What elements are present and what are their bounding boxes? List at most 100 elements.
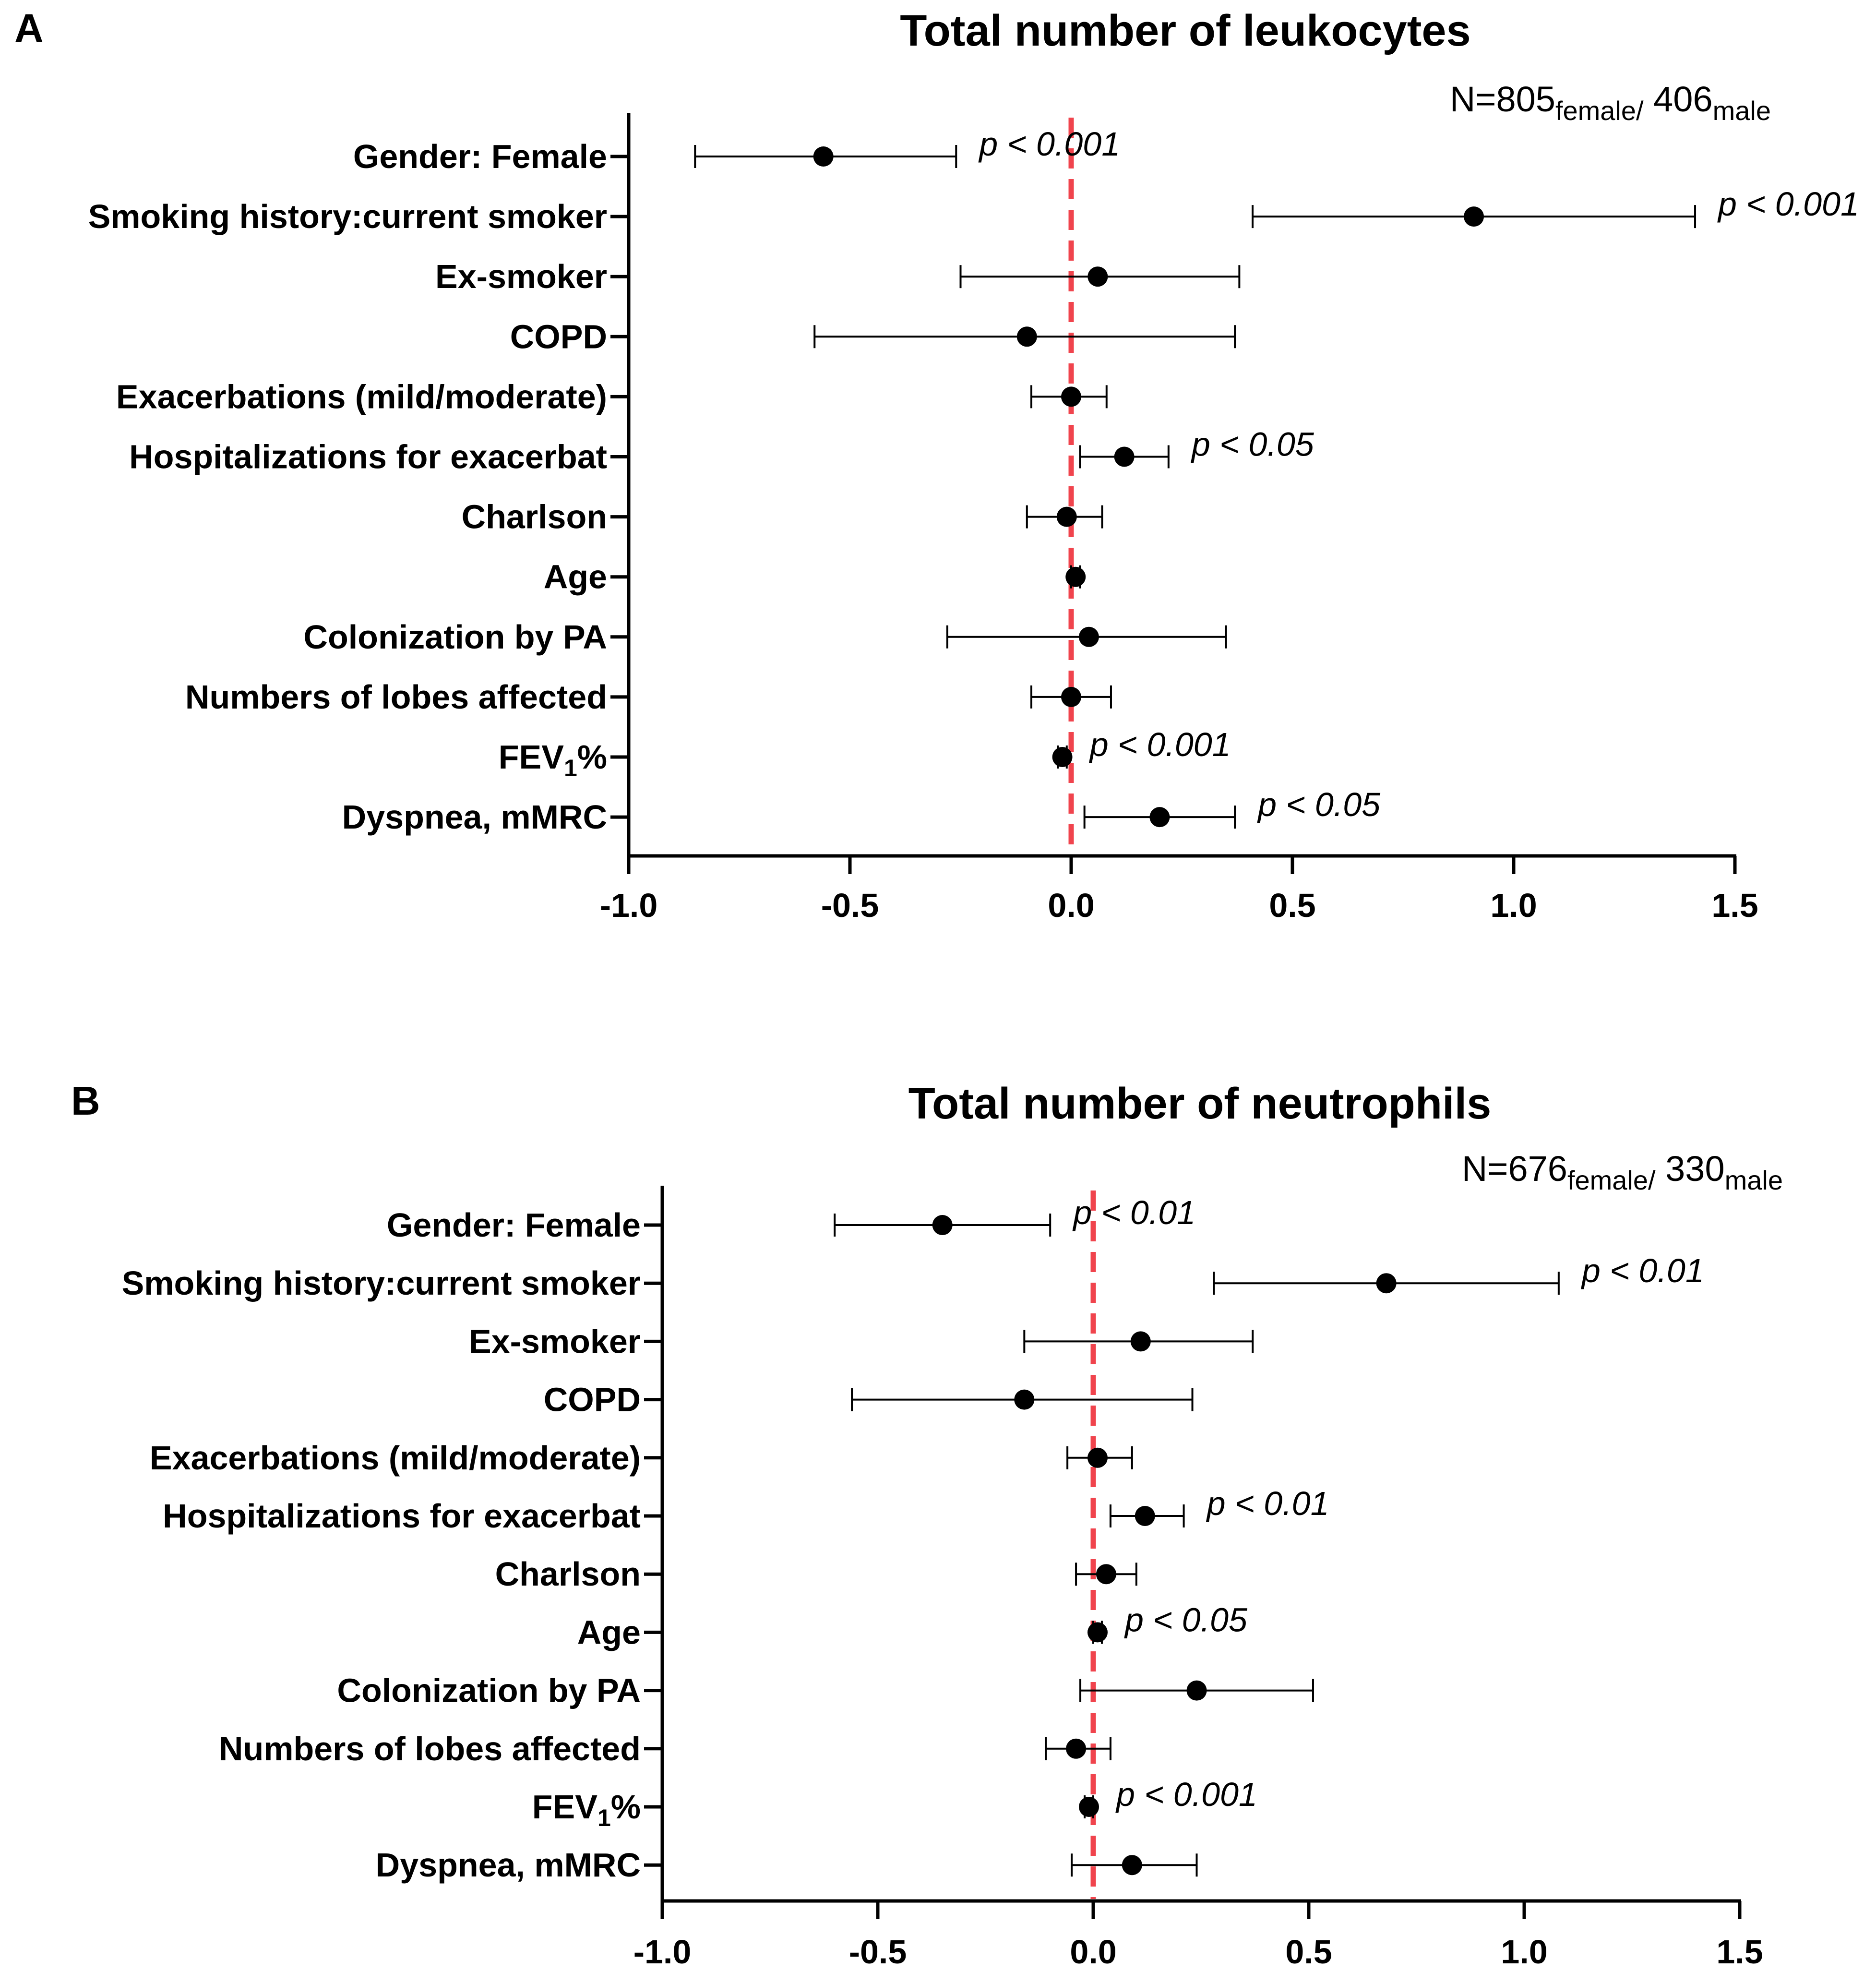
estimate-point [932,1215,953,1235]
estimate-point [1061,386,1081,407]
category-text: COPD [544,1381,641,1419]
category-text: Ex-smoker [435,258,607,295]
p-value-label: p < 0.01 [1206,1485,1329,1522]
p-value-label: p < 0.001 [1089,726,1231,763]
panel-letter: A [14,6,44,51]
category-text: Colonization by PA [303,618,607,656]
category-text: COPD [510,318,607,355]
x-tick-label: 1.0 [1501,1933,1547,1971]
n-male-count: 406 [1644,79,1713,119]
y-category-label: Smoking history:current smoker [88,198,607,235]
category-text: Gender: Female [387,1206,641,1244]
x-tick-label: 0.5 [1285,1933,1332,1971]
p-value-label: p < 0.05 [1124,1601,1248,1638]
x-tick-label: 1.5 [1711,887,1758,924]
category-text: Hospitalizations for exacerbat [129,438,607,476]
n-male-count: 330 [1656,1149,1725,1189]
y-category-label: COPD [544,1381,641,1419]
y-category-label: Numbers of lobes affected [219,1730,641,1768]
panel-letter: B [71,1078,100,1123]
chart-title: Total number of leukocytes [900,6,1470,55]
y-category-label: Smoking history:current smoker [122,1264,641,1302]
estimate-point [1149,807,1170,828]
category-text: Dyspnea, mMRC [376,1846,641,1884]
estimate-point [813,146,834,167]
n-female-count: N=805 [1450,79,1555,119]
estimate-point [1014,1389,1035,1410]
y-category-label: FEV1% [532,1788,641,1831]
y-category-label: Dyspnea, mMRC [376,1846,641,1884]
category-text: Age [577,1613,641,1651]
category-text: Charlson [462,498,607,536]
p-value-label: p < 0.05 [1191,426,1314,463]
y-category-label: COPD [510,318,607,355]
n-female-count: N=676 [1462,1149,1567,1189]
y-category-label: Hospitalizations for exacerbat [163,1497,641,1535]
estimate-point [1016,326,1037,347]
category-suffix: % [577,738,607,776]
y-category-label: Ex-smoker [469,1323,641,1360]
y-category-label: Hospitalizations for exacerbat [129,438,607,476]
n-male-subscript: male [1713,96,1771,126]
y-category-label: Numbers of lobes affected [185,678,607,716]
estimate-point [1096,1564,1116,1585]
category-text: Numbers of lobes affected [219,1730,641,1768]
y-category-label: Dyspnea, mMRC [342,798,607,836]
sample-size-label: N=676female/ 330male [1462,1149,1783,1195]
y-category-label: Exacerbations (mild/moderate) [116,378,607,415]
p-value-label: p < 0.05 [1257,786,1381,823]
estimate-point [1087,266,1108,287]
p-value-label: p < 0.01 [1072,1194,1195,1231]
sample-size-label: N=805female/ 406male [1450,79,1771,126]
y-category-label: Colonization by PA [337,1672,641,1709]
category-text: Gender: Female [353,138,607,175]
x-tick-label: 0.5 [1269,887,1315,924]
category-subscript: 1 [597,1804,611,1831]
estimate-point [1130,1331,1151,1352]
category-text: FEV [532,1788,597,1826]
estimate-point [1376,1273,1397,1294]
category-text: Dyspnea, mMRC [342,798,607,836]
n-female-subscript: female/ [1567,1165,1656,1195]
estimate-point [1135,1506,1155,1526]
y-category-label: Ex-smoker [435,258,607,295]
category-text: FEV [499,738,564,776]
p-value-label: p < 0.001 [1717,185,1859,223]
y-category-label: Exacerbations (mild/moderate) [150,1439,641,1477]
y-category-label: Age [577,1613,641,1651]
category-suffix: % [611,1788,641,1826]
p-value-label: p < 0.001 [978,125,1120,163]
x-tick-label: -1.0 [633,1933,692,1971]
category-text: Numbers of lobes affected [185,678,607,716]
estimate-point [1114,446,1135,467]
x-tick-label: -1.0 [600,887,658,924]
p-value-label: p < 0.001 [1115,1776,1257,1813]
y-category-label: Colonization by PA [303,618,607,656]
category-subscript: 1 [564,755,577,782]
estimate-point [1087,1447,1108,1468]
y-category-label: FEV1% [499,738,607,782]
y-category-label: Gender: Female [353,138,607,175]
x-tick-label: 0.0 [1048,887,1094,924]
x-tick-label: -0.5 [849,1933,907,1971]
estimate-point [1056,506,1077,527]
category-text: Ex-smoker [469,1323,641,1360]
n-female-subscript: female/ [1555,96,1644,126]
estimate-point [1087,1622,1108,1643]
estimate-point [1052,747,1073,767]
category-text: Smoking history:current smoker [88,198,607,235]
x-tick-label: -0.5 [821,887,879,924]
panel-a-leukocytes: A Total number of leukocytes N=805female/ … [14,6,1859,924]
estimate-point [1464,206,1484,227]
category-text: Hospitalizations for exacerbat [163,1497,641,1535]
estimate-point [1122,1855,1142,1876]
x-tick-label: 1.0 [1490,887,1537,924]
p-value-label: p < 0.01 [1581,1252,1704,1289]
y-category-label: Charlson [495,1555,641,1593]
estimate-point [1186,1680,1207,1701]
panel-b-neutrophils: B Total number of neutrophils N=676female/… [71,1078,1783,1971]
estimate-point [1061,686,1081,707]
estimate-point [1078,626,1099,647]
estimate-point [1065,566,1086,587]
